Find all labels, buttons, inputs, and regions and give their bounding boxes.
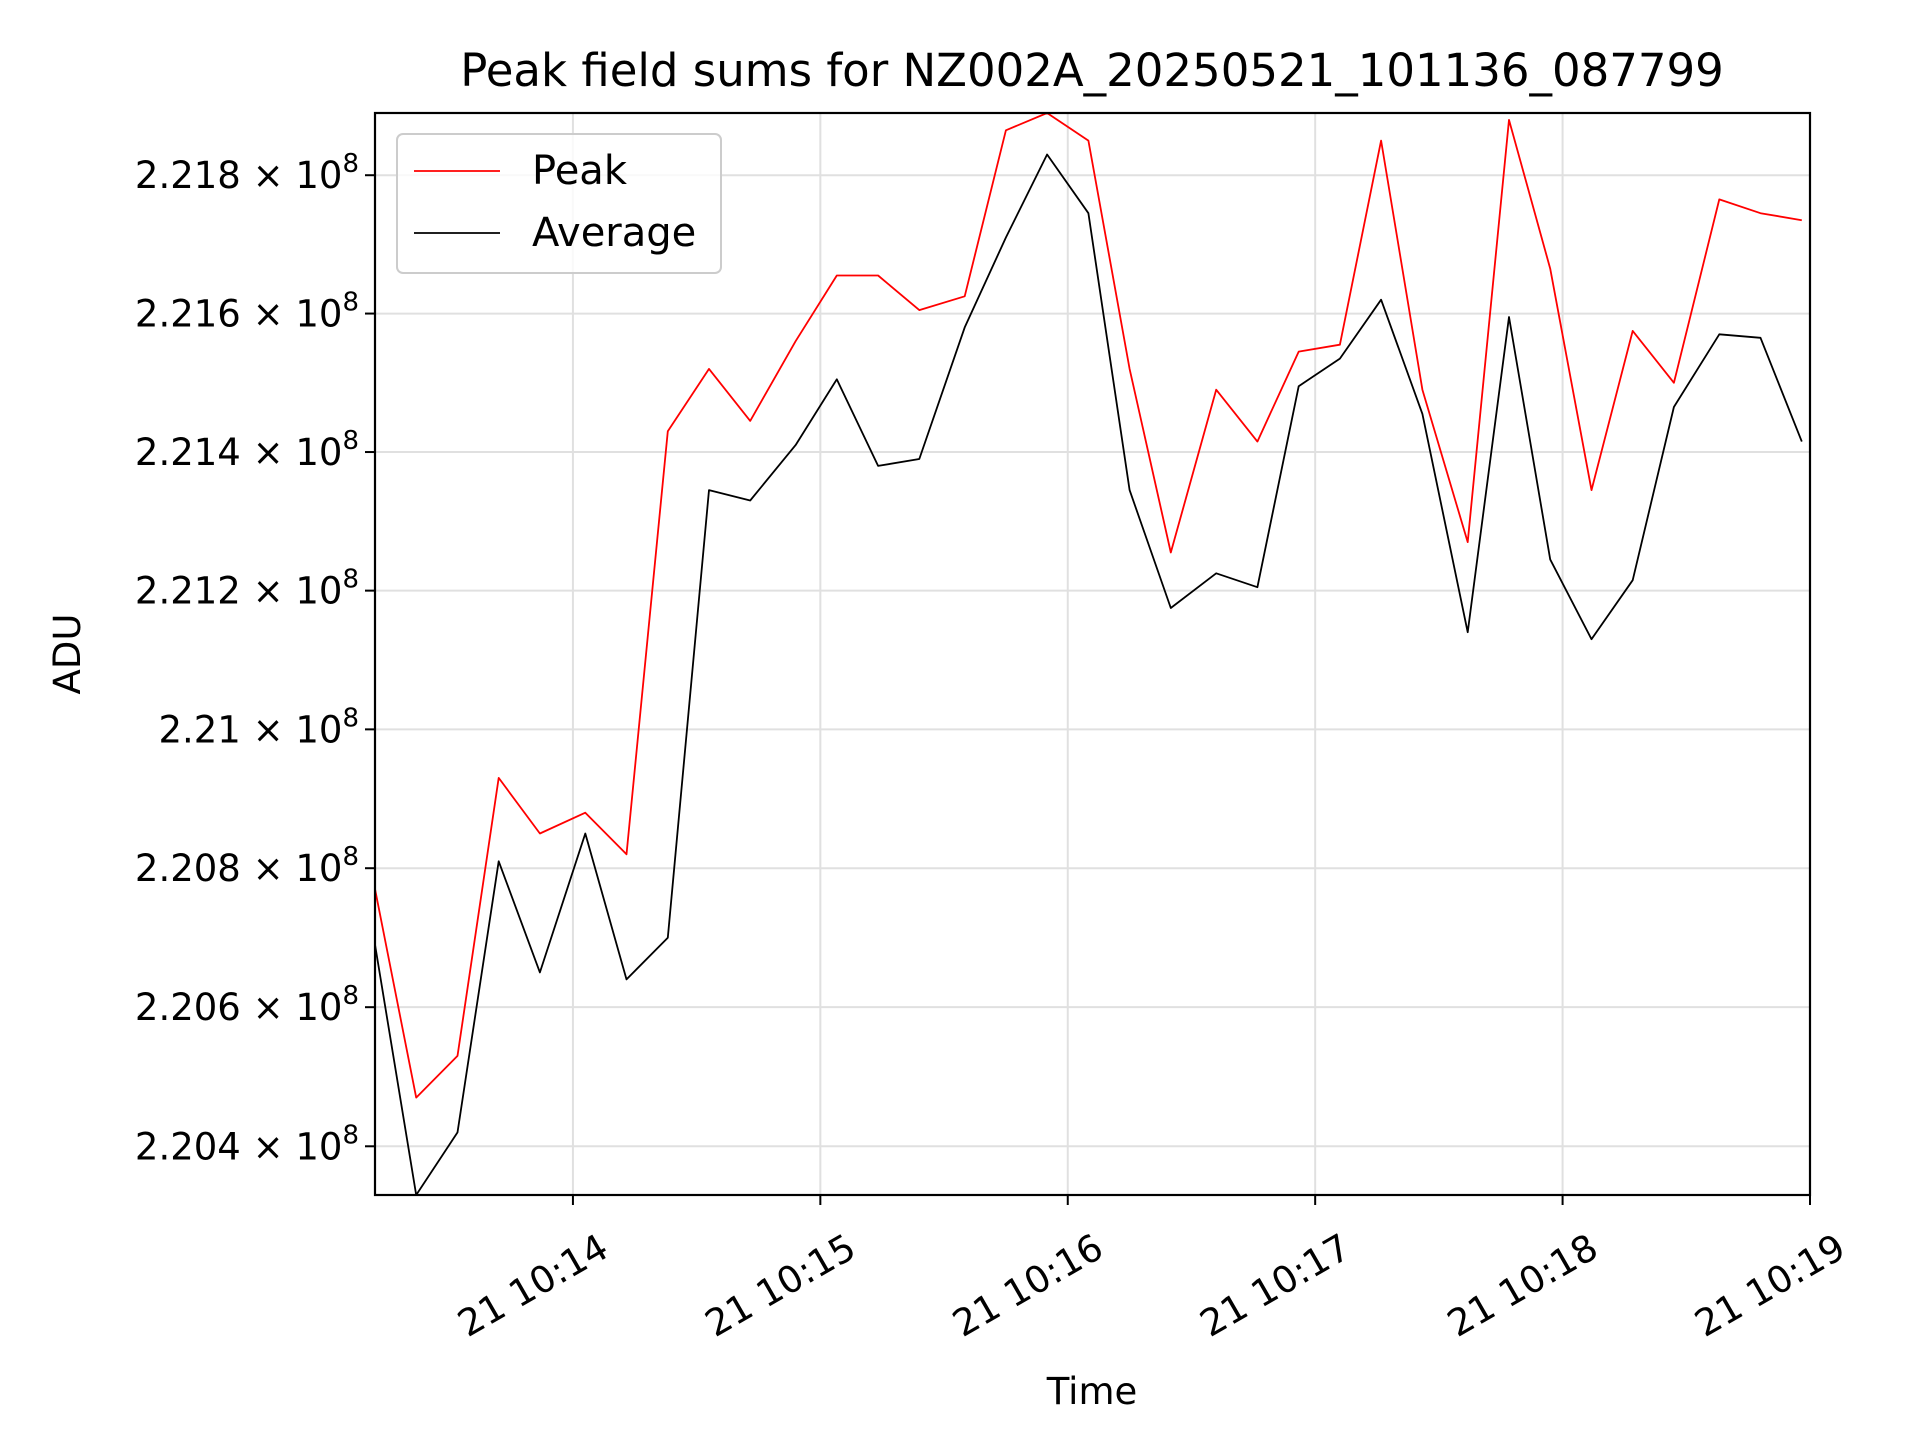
legend-label-average: Average	[532, 210, 696, 256]
y-tick-label: 2.208 × 108	[135, 842, 359, 890]
series-lines	[375, 113, 1803, 1195]
legend: Peak Average	[396, 133, 722, 274]
y-tick-label: 2.214 × 108	[135, 426, 359, 474]
y-tick-label: 2.216 × 108	[135, 288, 359, 336]
legend-label-peak: Peak	[532, 148, 628, 194]
y-axis-label: ADU	[46, 614, 89, 695]
y-tick-label: 2.21 × 108	[158, 703, 359, 751]
x-axis-label: Time	[1046, 1370, 1138, 1413]
legend-box	[396, 133, 722, 274]
y-tick-label: 2.204 × 108	[135, 1120, 359, 1168]
series-line-peak	[375, 113, 1802, 1099]
chart-title: Peak field sums for NZ002A_20250521_1011…	[460, 44, 1724, 97]
y-axis: 2.204 × 108 2.206 × 108 2.208 × 108 2.21 × …	[135, 149, 375, 1168]
y-tick-label: 2.218 × 108	[135, 149, 359, 197]
series-line-average	[375, 153, 1803, 1195]
y-tick-label: 2.206 × 108	[135, 981, 359, 1029]
plot-area	[375, 113, 1810, 1195]
y-tick-label: 2.212 × 108	[135, 565, 359, 613]
plot-frame	[373, 111, 1812, 1197]
